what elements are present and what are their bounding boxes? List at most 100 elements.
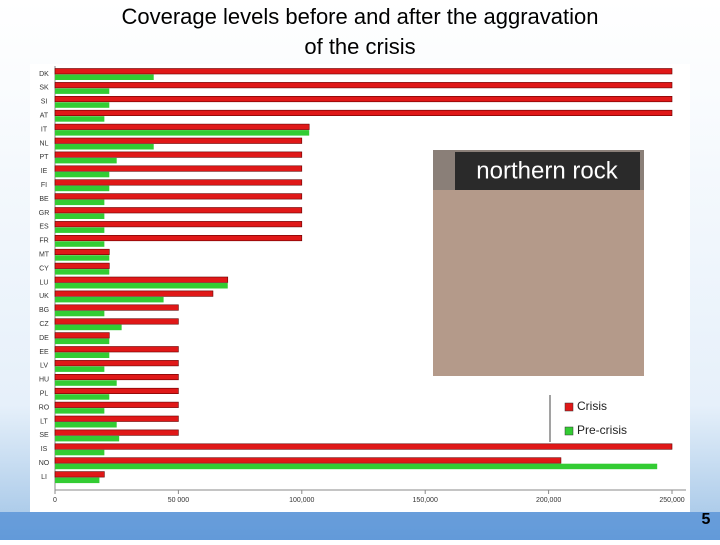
title-line: Coverage levels before and after the agg…	[122, 4, 599, 59]
bar	[55, 157, 117, 164]
bar	[55, 88, 110, 94]
bar	[54, 248, 110, 255]
y-tick-label: NL	[40, 140, 49, 147]
bar	[55, 269, 110, 275]
y-tick-label: SE	[39, 432, 49, 439]
bar	[54, 82, 673, 89]
bar	[55, 463, 658, 470]
footer-band	[0, 512, 720, 540]
bar	[55, 366, 105, 372]
y-tick-label: IS	[41, 446, 48, 453]
x-tick-label: 150,000	[413, 497, 438, 504]
bar	[54, 235, 303, 242]
bar	[54, 165, 303, 172]
bar	[55, 324, 122, 331]
y-tick-label: CY	[39, 265, 49, 272]
bar	[54, 193, 303, 200]
bar	[54, 151, 303, 158]
page-number: 5	[702, 511, 711, 528]
sign	[455, 152, 640, 190]
x-tick-label: 100,000	[289, 497, 314, 504]
bar	[54, 304, 179, 311]
y-tick-label: UK	[39, 293, 49, 300]
bar	[54, 415, 179, 422]
bar	[55, 338, 110, 345]
legend-swatch	[564, 426, 574, 436]
bar	[54, 96, 673, 103]
y-tick-label: EE	[39, 349, 49, 356]
bar	[55, 296, 164, 303]
bar	[54, 471, 105, 478]
y-tick-label: ES	[39, 224, 49, 231]
bar	[55, 130, 310, 136]
bar	[55, 199, 105, 206]
bar	[55, 449, 105, 456]
bar	[54, 276, 229, 283]
bar	[55, 283, 228, 289]
bar	[55, 116, 105, 122]
bar	[54, 373, 179, 381]
bar	[54, 262, 110, 269]
y-tick-label: PT	[40, 154, 50, 161]
bar	[55, 74, 154, 80]
bar	[55, 422, 117, 428]
bar	[55, 171, 110, 178]
x-tick-label: 0	[53, 497, 57, 504]
y-tick-label: CZ	[39, 321, 49, 328]
photo: northern rock	[433, 150, 644, 376]
y-tick-label: MT	[39, 252, 50, 259]
bar	[54, 290, 214, 297]
bar	[55, 255, 110, 261]
legend-label: Pre-crisis	[577, 423, 627, 437]
bar	[55, 144, 154, 150]
bar	[54, 387, 179, 395]
x-tick-label: 50 000	[168, 497, 190, 504]
bar	[54, 137, 303, 144]
bar	[54, 457, 562, 464]
y-tick-label: IE	[41, 168, 48, 175]
x-tick-label: 250,000	[659, 497, 684, 504]
x-tick-label: 200,000	[536, 497, 561, 504]
bar	[54, 346, 179, 353]
bar	[54, 68, 673, 75]
y-tick-label: LT	[40, 418, 48, 425]
bar	[54, 109, 673, 116]
y-tick-label: NO	[39, 460, 50, 467]
bar	[55, 241, 105, 247]
y-tick-label: FI	[41, 182, 47, 189]
bar	[54, 179, 303, 186]
bar	[54, 401, 179, 408]
sign-text: northern rock	[476, 157, 618, 184]
bar	[55, 380, 117, 386]
bar	[55, 213, 105, 219]
bar	[55, 408, 105, 414]
crowd	[433, 190, 644, 376]
y-tick-label: LI	[41, 474, 47, 481]
bar	[54, 443, 673, 450]
y-tick-label: AT	[40, 113, 49, 120]
bar	[54, 207, 303, 214]
bar	[55, 435, 120, 442]
y-tick-label: LU	[40, 279, 49, 286]
bar	[54, 221, 303, 228]
bar	[54, 360, 179, 367]
y-tick-label: FR	[39, 238, 48, 245]
bar	[55, 352, 110, 358]
legend-label: Crisis	[577, 399, 607, 413]
y-tick-label: GR	[39, 210, 50, 217]
y-tick-label: PL	[40, 391, 49, 398]
y-tick-label: RO	[39, 404, 50, 411]
bar	[55, 102, 110, 108]
bar	[54, 318, 179, 325]
y-tick-label: BE	[39, 196, 49, 203]
bar	[54, 429, 179, 436]
y-tick-label: HU	[39, 377, 49, 384]
y-tick-label: LV	[40, 363, 48, 370]
bar	[55, 394, 110, 400]
bar	[55, 227, 105, 233]
y-tick-label: BG	[39, 307, 49, 314]
y-tick-label: DE	[39, 335, 49, 342]
bar	[54, 123, 310, 130]
bar	[55, 477, 100, 484]
